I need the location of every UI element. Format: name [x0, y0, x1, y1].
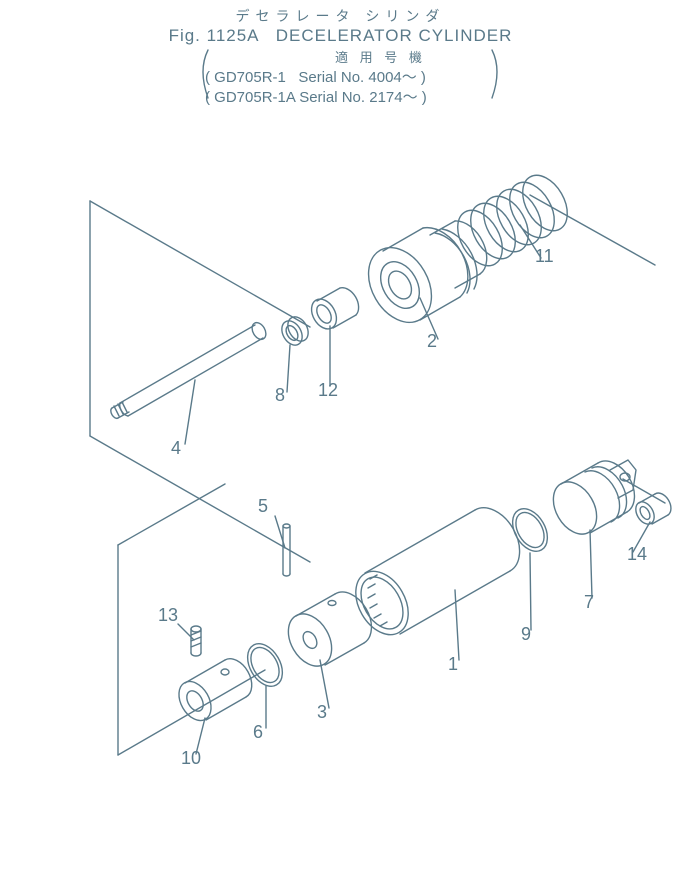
part-6-oring [241, 638, 290, 693]
callout-2: 12 [318, 380, 338, 401]
part-2-plug [356, 221, 487, 334]
part-12-bushing [306, 288, 358, 334]
callout-5: 5 [258, 496, 268, 517]
page-root: デセラレータ シリンダ Fig. 1125A DECELERATOR CYLIN… [0, 0, 681, 887]
callout-11: 3 [317, 702, 327, 723]
callout-9: 1 [448, 654, 458, 675]
callout-4: 4 [171, 438, 181, 459]
part-9-oring [506, 503, 555, 558]
callout-3: 8 [275, 385, 285, 406]
part-13-setscrew [191, 626, 201, 656]
part-11-spring [449, 168, 577, 274]
callout-6: 14 [627, 544, 647, 565]
part-14-bushing [632, 493, 671, 527]
part-4-rod [111, 320, 269, 418]
callout-0: 11 [535, 246, 554, 267]
callout-10: 13 [158, 605, 178, 626]
callout-8: 9 [521, 624, 531, 645]
callout-7: 7 [584, 592, 594, 613]
exploded-view-diagram [0, 0, 681, 887]
callout-13: 10 [181, 748, 201, 769]
callout-1: 2 [427, 331, 437, 352]
callout-12: 6 [253, 722, 263, 743]
